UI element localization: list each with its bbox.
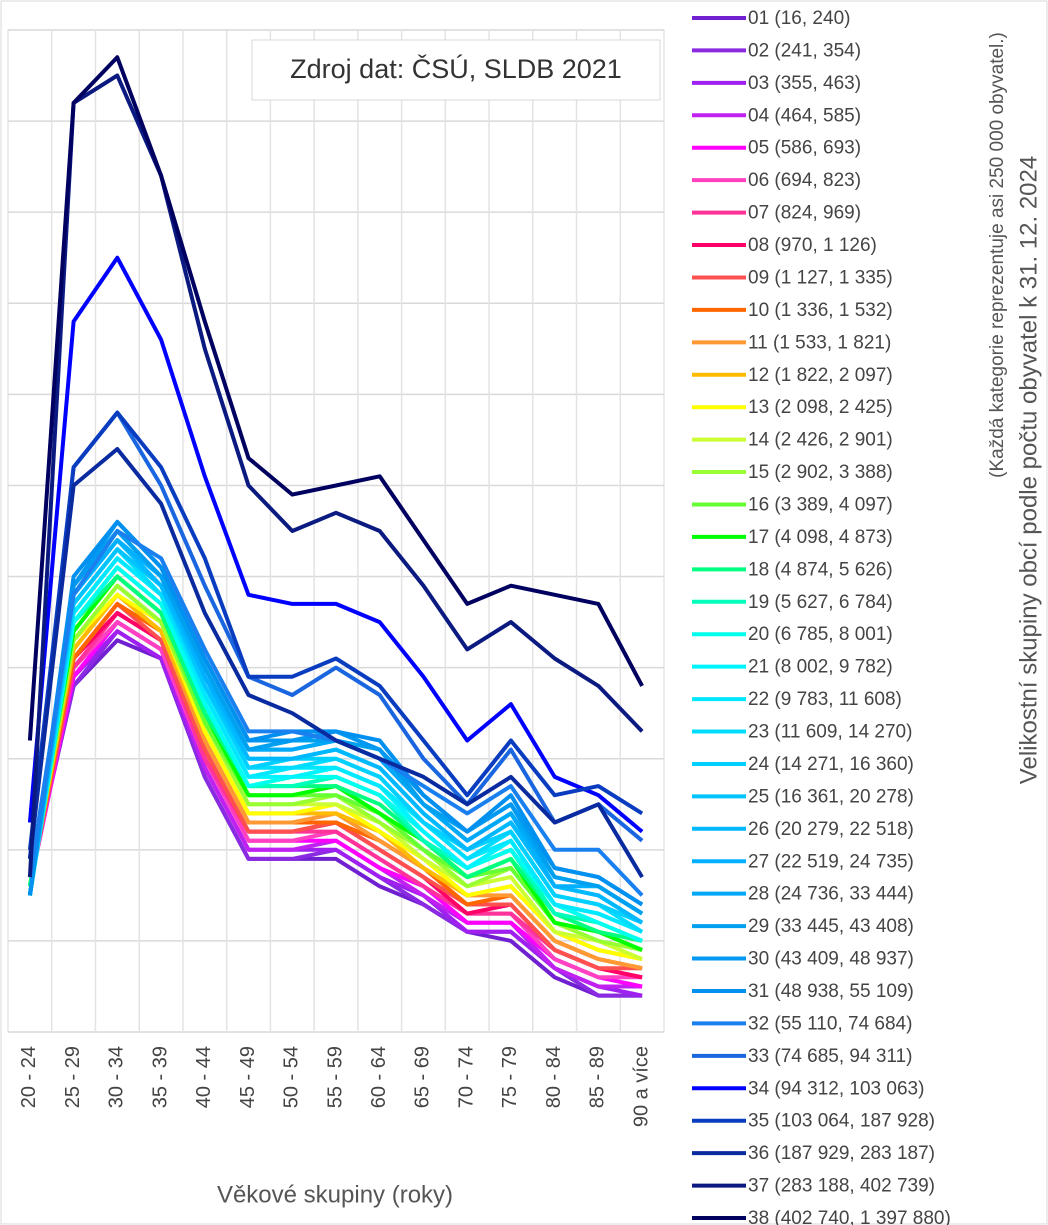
legend-label: 33 (74 685, 94 311) bbox=[748, 1046, 912, 1067]
legend: 01 (16, 240) 02 (241, 354) 03 (355, 463) 04… bbox=[692, 8, 951, 1225]
legend-title: Velikostní skupiny obcí podle počtu obyv… bbox=[1015, 156, 1042, 784]
legend-label: 04 (464, 585) bbox=[748, 105, 861, 126]
legend-label: 18 (4 874, 5 626) bbox=[748, 559, 893, 580]
legend-label: 02 (241, 354) bbox=[748, 40, 861, 61]
legend-label: 07 (824, 969) bbox=[748, 203, 861, 224]
series-line bbox=[27, 638, 643, 998]
x-tick-label: 90 a více bbox=[630, 1046, 652, 1127]
x-tick-label: 45 - 49 bbox=[237, 1046, 259, 1108]
series-line bbox=[27, 73, 644, 878]
legend-label: 10 (1 336, 1 532) bbox=[748, 300, 893, 321]
x-tick-label: 75 - 79 bbox=[499, 1046, 521, 1108]
x-tick-label: 60 - 64 bbox=[368, 1046, 390, 1108]
x-tick-label: 55 - 59 bbox=[324, 1046, 346, 1108]
x-axis-label: Věkové skupiny (roky) bbox=[217, 1181, 453, 1208]
series-line bbox=[27, 55, 644, 741]
x-tick-label: 20 - 24 bbox=[18, 1046, 40, 1108]
legend-label: 14 (2 426, 2 901) bbox=[748, 430, 893, 451]
legend-label: 06 (694, 823) bbox=[748, 170, 861, 191]
x-tick-label: 65 - 69 bbox=[412, 1046, 434, 1108]
legend-label: 30 (43 409, 48 937) bbox=[748, 949, 914, 970]
legend-label: 32 (55 110, 74 684) bbox=[748, 1013, 912, 1034]
legend-label: 21 (8 002, 9 782) bbox=[748, 657, 893, 678]
legend-label: 17 (4 098, 4 873) bbox=[748, 527, 893, 548]
x-tick-label: 70 - 74 bbox=[455, 1046, 477, 1108]
legend-label: 27 (22 519, 24 735) bbox=[748, 851, 914, 872]
legend-label: 11 (1 533, 1 821) bbox=[748, 332, 891, 353]
x-tick-label: 50 - 54 bbox=[281, 1046, 303, 1108]
legend-label: 12 (1 822, 2 097) bbox=[748, 365, 893, 386]
legend-label: 03 (355, 463) bbox=[748, 73, 861, 94]
legend-label: 26 (20 279, 22 518) bbox=[748, 819, 914, 840]
series-line bbox=[27, 410, 644, 860]
legend-label: 28 (24 736, 33 444) bbox=[748, 884, 914, 905]
grid bbox=[7, 29, 665, 1033]
series-line bbox=[27, 519, 644, 907]
legend-label: 36 (187 929, 283 187) bbox=[748, 1143, 935, 1164]
plot-area bbox=[7, 29, 665, 1033]
legend-label: 08 (970, 1 126) bbox=[748, 235, 877, 256]
legend-label: 35 (103 064, 187 928) bbox=[748, 1111, 935, 1132]
series-line bbox=[27, 447, 644, 879]
legend-label: 25 (16 361, 20 278) bbox=[748, 786, 914, 807]
legend-label: 19 (5 627, 6 784) bbox=[748, 592, 893, 613]
legend-subtitle: (Každá kategorie reprezentuje asi 250 00… bbox=[987, 32, 1008, 478]
legend-label: 37 (283 188, 402 739) bbox=[748, 1176, 935, 1197]
legend-label: 13 (2 098, 2 425) bbox=[748, 397, 893, 418]
x-tick-label: 30 - 34 bbox=[106, 1046, 128, 1108]
x-tick-label: 35 - 39 bbox=[149, 1046, 171, 1108]
legend-label: 29 (33 445, 43 408) bbox=[748, 916, 914, 937]
legend-label: 05 (586, 693) bbox=[748, 138, 861, 159]
legend-label: 34 (94 312, 103 063) bbox=[748, 1078, 924, 1099]
series-line bbox=[27, 255, 644, 834]
annotation: Zdroj dat: ČSÚ, SLDB 2021 bbox=[290, 53, 622, 84]
plot-lines bbox=[27, 55, 644, 998]
series-line bbox=[27, 556, 643, 934]
x-tick-label: 85 - 89 bbox=[587, 1046, 609, 1108]
legend-label: 15 (2 902, 3 388) bbox=[748, 462, 893, 483]
series-line bbox=[27, 410, 644, 851]
legend-label: 31 (48 938, 55 109) bbox=[748, 981, 914, 1002]
legend-label: 22 (9 783, 11 608) bbox=[748, 689, 902, 710]
legend-label: 09 (1 127, 1 335) bbox=[748, 267, 893, 288]
x-tick-label: 25 - 29 bbox=[62, 1046, 84, 1108]
legend-label: 16 (3 389, 4 097) bbox=[748, 495, 893, 516]
x-tick-label: 80 - 84 bbox=[543, 1046, 565, 1108]
legend-label: 23 (11 609, 14 270) bbox=[748, 722, 912, 743]
series-line bbox=[27, 629, 643, 998]
legend-label: 01 (16, 240) bbox=[748, 8, 850, 29]
annotation-box bbox=[251, 39, 661, 101]
legend-label: 20 (6 785, 8 001) bbox=[748, 624, 893, 645]
x-tick-label: 40 - 44 bbox=[193, 1046, 215, 1108]
legend-label: 24 (14 271, 16 360) bbox=[748, 754, 914, 775]
legend-label: 38 (402 740, 1 397 880) bbox=[748, 1208, 951, 1225]
